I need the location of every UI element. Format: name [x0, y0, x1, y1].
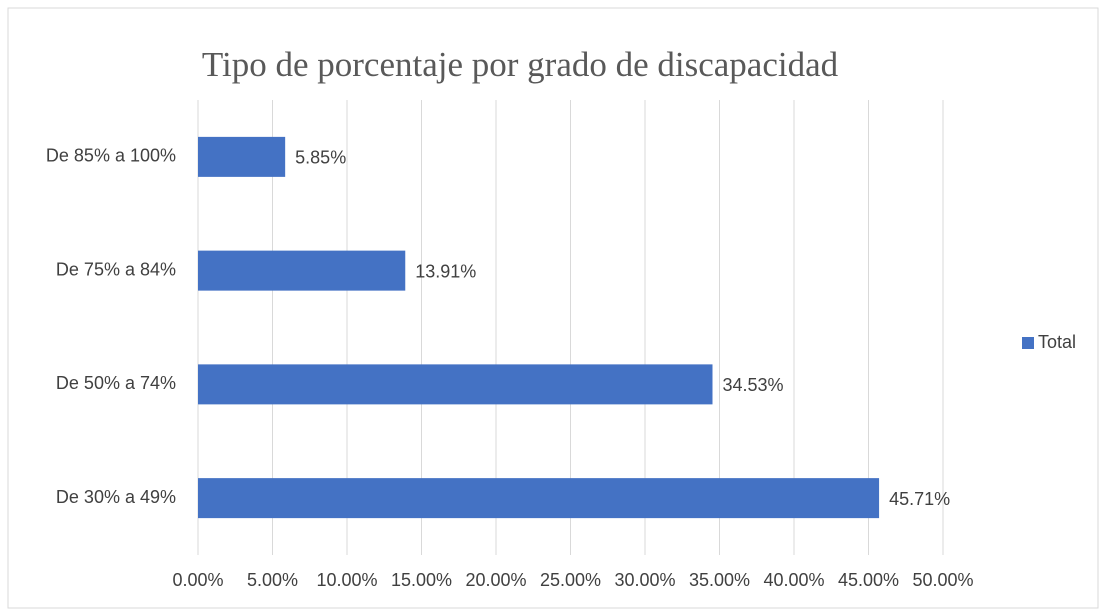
x-tick-label: 5.00%	[247, 570, 298, 590]
x-tick-label: 0.00%	[172, 570, 223, 590]
x-tick-label: 35.00%	[689, 570, 750, 590]
x-tick-label: 45.00%	[838, 570, 899, 590]
data-label: 34.53%	[722, 375, 783, 395]
x-tick-label: 15.00%	[391, 570, 452, 590]
x-tick-label: 30.00%	[614, 570, 675, 590]
legend-swatch	[1022, 337, 1034, 349]
legend-label: Total	[1038, 332, 1076, 352]
bar	[198, 250, 406, 291]
data-label: 5.85%	[295, 148, 346, 168]
x-tick-label: 25.00%	[540, 570, 601, 590]
x-tick-label: 40.00%	[763, 570, 824, 590]
y-tick-label: De 30% a 49%	[56, 487, 176, 507]
data-label: 45.71%	[889, 489, 950, 509]
y-tick-label: De 50% a 74%	[56, 373, 176, 393]
y-tick-label: De 85% a 100%	[46, 146, 176, 166]
x-tick-label: 20.00%	[465, 570, 526, 590]
y-tick-label: De 75% a 84%	[56, 259, 176, 279]
x-tick-label: 50.00%	[912, 570, 973, 590]
bar	[198, 136, 286, 177]
data-label: 13.91%	[415, 261, 476, 281]
bar	[198, 364, 713, 405]
bar	[198, 478, 880, 519]
x-tick-label: 10.00%	[316, 570, 377, 590]
chart-title: Tipo de porcentaje por grado de discapac…	[202, 45, 839, 84]
